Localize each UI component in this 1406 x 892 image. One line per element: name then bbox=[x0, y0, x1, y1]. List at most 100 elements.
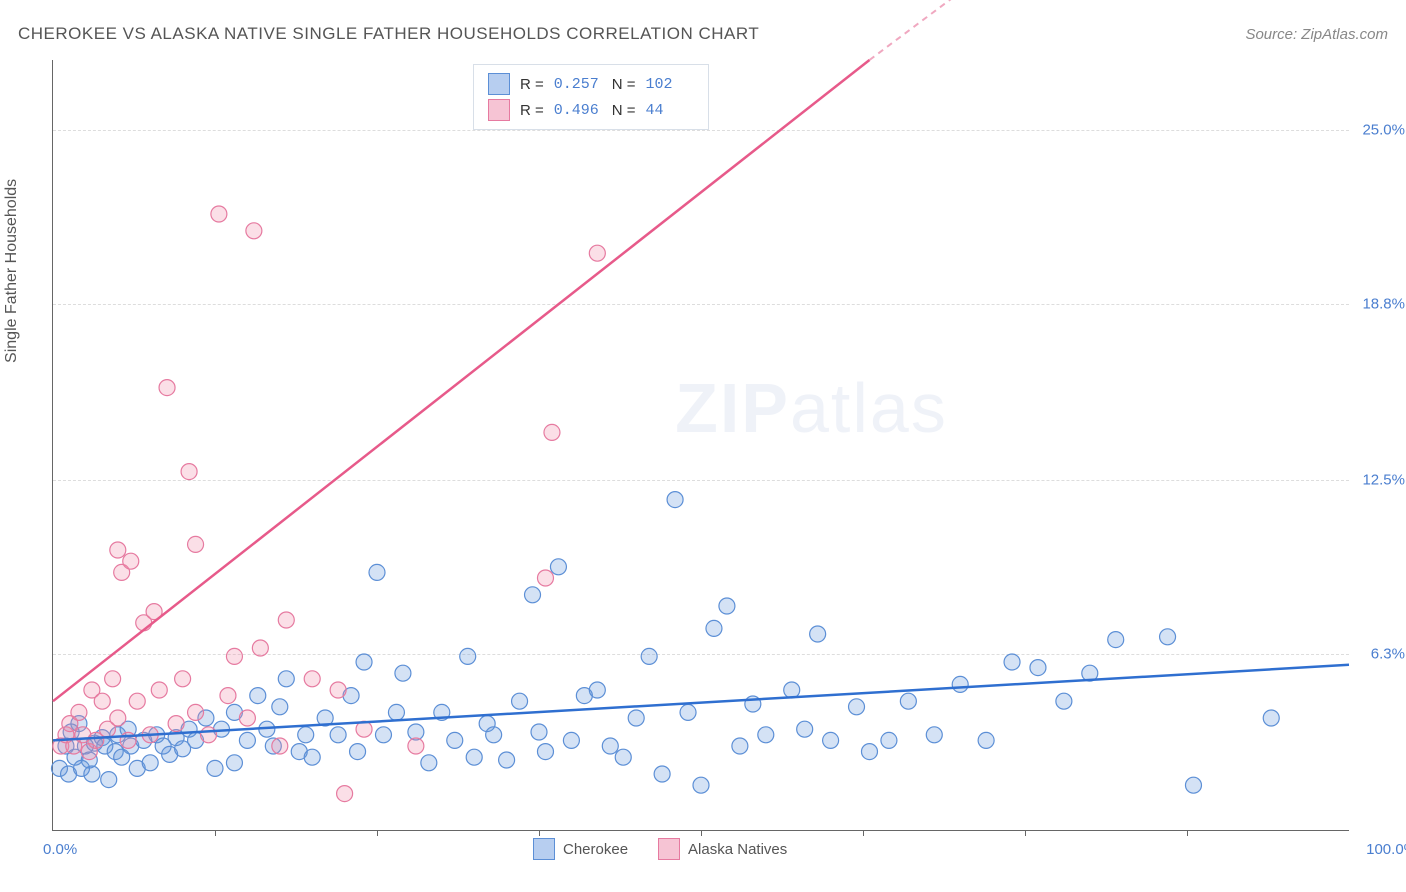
data-point bbox=[375, 727, 391, 743]
data-point bbox=[129, 693, 145, 709]
data-point bbox=[181, 464, 197, 480]
data-point bbox=[447, 732, 463, 748]
data-point bbox=[823, 732, 839, 748]
data-point bbox=[563, 732, 579, 748]
data-point bbox=[94, 693, 110, 709]
x-tick bbox=[377, 830, 378, 836]
y-tick-label: 18.8% bbox=[1362, 295, 1405, 312]
data-point bbox=[304, 671, 320, 687]
data-point bbox=[188, 536, 204, 552]
x-tick bbox=[1025, 830, 1026, 836]
x-tick bbox=[539, 830, 540, 836]
data-point bbox=[369, 564, 385, 580]
x-tick bbox=[701, 830, 702, 836]
data-point bbox=[544, 424, 560, 440]
data-point bbox=[408, 738, 424, 754]
x-axis-min-label: 0.0% bbox=[43, 841, 77, 858]
data-point bbox=[784, 682, 800, 698]
data-point bbox=[395, 665, 411, 681]
data-point bbox=[466, 749, 482, 765]
legend-item: Alaska Natives bbox=[658, 838, 787, 860]
data-point bbox=[226, 648, 242, 664]
data-point bbox=[105, 671, 121, 687]
legend-label: Cherokee bbox=[563, 841, 628, 858]
data-point bbox=[388, 704, 404, 720]
data-point bbox=[123, 553, 139, 569]
data-point bbox=[654, 766, 670, 782]
x-axis-max-label: 100.0% bbox=[1366, 841, 1406, 858]
data-point bbox=[272, 738, 288, 754]
data-point bbox=[246, 223, 262, 239]
data-point bbox=[849, 699, 865, 715]
data-point bbox=[667, 492, 683, 508]
data-point bbox=[350, 744, 366, 760]
data-point bbox=[926, 727, 942, 743]
y-tick-label: 12.5% bbox=[1362, 472, 1405, 489]
data-point bbox=[900, 693, 916, 709]
data-point bbox=[460, 648, 476, 664]
data-point bbox=[537, 570, 553, 586]
data-point bbox=[330, 682, 346, 698]
data-point bbox=[211, 206, 227, 222]
data-point bbox=[278, 671, 294, 687]
data-point bbox=[337, 786, 353, 802]
data-point bbox=[861, 744, 877, 760]
data-point bbox=[512, 693, 528, 709]
data-point bbox=[239, 732, 255, 748]
swatch-alaska bbox=[488, 99, 510, 121]
data-point bbox=[110, 710, 126, 726]
data-point bbox=[797, 721, 813, 737]
legend-row-alaska: R =0.496 N =44 bbox=[488, 97, 694, 123]
data-point bbox=[1030, 660, 1046, 676]
data-point bbox=[641, 648, 657, 664]
data-point bbox=[732, 738, 748, 754]
series-legend: Cherokee Alaska Natives bbox=[533, 838, 787, 860]
source-attribution: Source: ZipAtlas.com bbox=[1245, 26, 1388, 43]
legend-row-cherokee: R =0.257 N =102 bbox=[488, 71, 694, 97]
data-point bbox=[1004, 654, 1020, 670]
data-point bbox=[278, 612, 294, 628]
data-point bbox=[628, 710, 644, 726]
data-point bbox=[1056, 693, 1072, 709]
data-point bbox=[151, 682, 167, 698]
data-point bbox=[1185, 777, 1201, 793]
data-point bbox=[207, 760, 223, 776]
x-tick bbox=[863, 830, 864, 836]
chart-svg bbox=[53, 60, 1349, 830]
correlation-legend: R =0.257 N =102 R =0.496 N =44 bbox=[473, 64, 709, 130]
data-point bbox=[110, 542, 126, 558]
legend-label: Alaska Natives bbox=[688, 841, 787, 858]
data-point bbox=[810, 626, 826, 642]
data-point bbox=[272, 699, 288, 715]
data-point bbox=[537, 744, 553, 760]
data-point bbox=[71, 704, 87, 720]
data-point bbox=[693, 777, 709, 793]
x-tick bbox=[1187, 830, 1188, 836]
data-point bbox=[421, 755, 437, 771]
data-point bbox=[952, 676, 968, 692]
data-point bbox=[680, 704, 696, 720]
data-point bbox=[531, 724, 547, 740]
data-point bbox=[550, 559, 566, 575]
data-point bbox=[602, 738, 618, 754]
data-point bbox=[758, 727, 774, 743]
data-point bbox=[304, 749, 320, 765]
data-point bbox=[486, 727, 502, 743]
data-point bbox=[84, 766, 100, 782]
y-axis-label: Single Father Households bbox=[3, 179, 21, 363]
scatter-plot: ZIPatlas 6.3%12.5%18.8%25.0% 0.0% 100.0%… bbox=[52, 60, 1349, 831]
data-point bbox=[142, 755, 158, 771]
data-point bbox=[239, 710, 255, 726]
data-point bbox=[159, 380, 175, 396]
data-point bbox=[719, 598, 735, 614]
data-point bbox=[252, 640, 268, 656]
chart-title: CHEROKEE VS ALASKA NATIVE SINGLE FATHER … bbox=[18, 24, 759, 44]
data-point bbox=[1160, 629, 1176, 645]
data-point bbox=[298, 727, 314, 743]
data-point bbox=[188, 704, 204, 720]
data-point bbox=[250, 688, 266, 704]
data-point bbox=[1263, 710, 1279, 726]
data-point bbox=[220, 688, 236, 704]
swatch-cherokee bbox=[488, 73, 510, 95]
y-tick-label: 25.0% bbox=[1362, 122, 1405, 139]
